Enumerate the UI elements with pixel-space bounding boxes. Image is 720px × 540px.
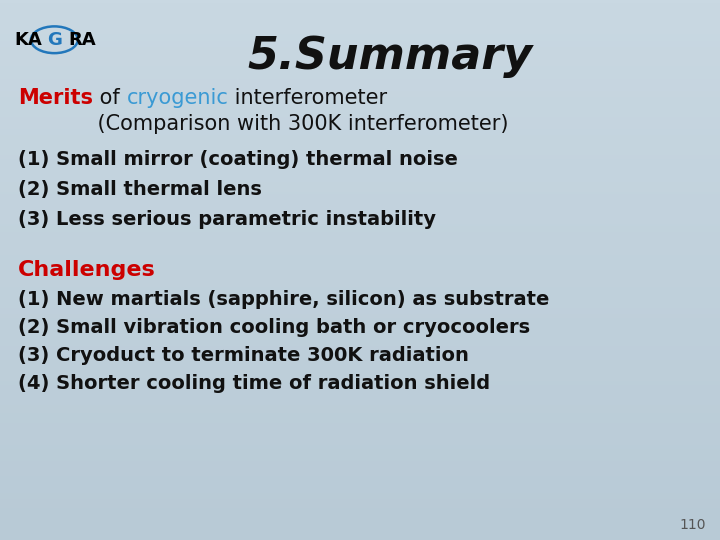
Text: Merits: Merits [18, 88, 93, 108]
Text: Challenges: Challenges [18, 260, 156, 280]
Text: RA: RA [68, 31, 96, 49]
Text: of: of [93, 88, 127, 108]
Text: G: G [47, 31, 62, 49]
Text: KA: KA [15, 31, 42, 49]
Text: (1) New martials (sapphire, silicon) as substrate: (1) New martials (sapphire, silicon) as … [18, 290, 549, 309]
Text: 110: 110 [680, 518, 706, 532]
Text: interferometer: interferometer [228, 88, 387, 108]
Text: (Comparison with 300K interferometer): (Comparison with 300K interferometer) [18, 114, 508, 134]
Text: (4) Shorter cooling time of radiation shield: (4) Shorter cooling time of radiation sh… [18, 374, 490, 393]
Text: (1) Small mirror (coating) thermal noise: (1) Small mirror (coating) thermal noise [18, 150, 458, 169]
Text: (3) Cryoduct to terminate 300K radiation: (3) Cryoduct to terminate 300K radiation [18, 346, 469, 365]
Text: (2) Small vibration cooling bath or cryocoolers: (2) Small vibration cooling bath or cryo… [18, 318, 530, 337]
Text: (3) Less serious parametric instability: (3) Less serious parametric instability [18, 210, 436, 229]
Text: (2) Small thermal lens: (2) Small thermal lens [18, 180, 262, 199]
Text: cryogenic: cryogenic [127, 88, 228, 108]
Text: 5.Summary: 5.Summary [248, 35, 533, 78]
